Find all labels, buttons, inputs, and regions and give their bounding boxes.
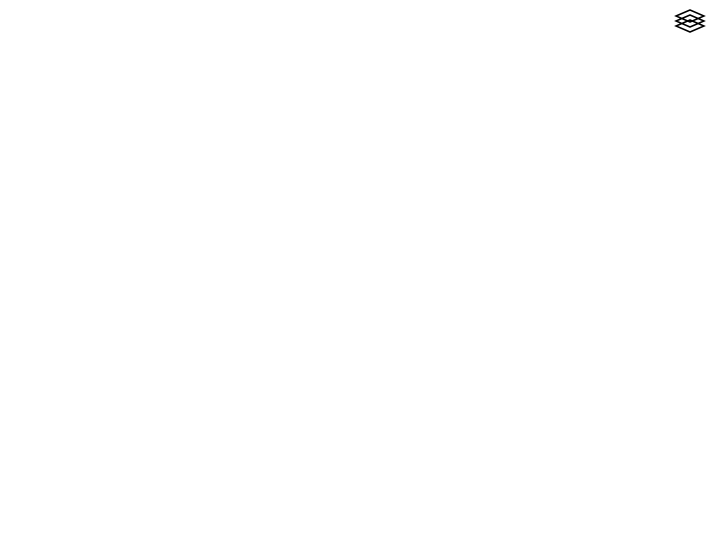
- slide-title: [0, 0, 720, 57]
- reflection-diagram: [438, 145, 710, 410]
- slide-logo: [670, 4, 712, 39]
- slide-body: [56, 110, 436, 112]
